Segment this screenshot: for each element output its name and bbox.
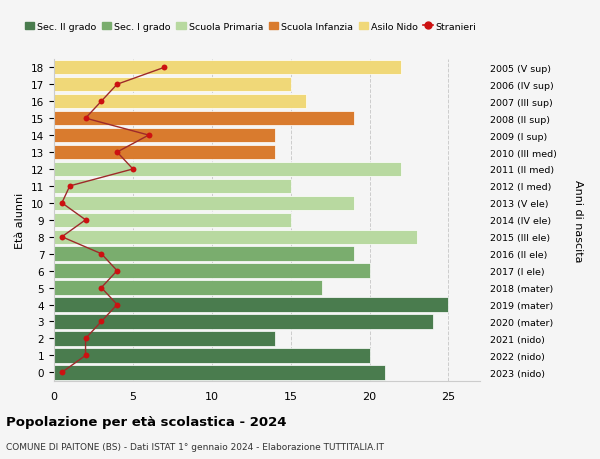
Y-axis label: Anni di nascita: Anni di nascita [573, 179, 583, 262]
Legend: Sec. II grado, Sec. I grado, Scuola Primaria, Scuola Infanzia, Asilo Nido, Stran: Sec. II grado, Sec. I grado, Scuola Prim… [25, 22, 476, 32]
Point [81, 217, 91, 224]
Bar [54, 230, 417, 244]
Bar [54, 179, 290, 194]
Point [97, 318, 106, 325]
Bar [54, 298, 448, 312]
Point [144, 132, 154, 140]
Bar [54, 129, 275, 143]
Point [112, 81, 122, 89]
Point [97, 98, 106, 106]
Point [128, 166, 137, 173]
Point [97, 251, 106, 258]
Bar [54, 162, 401, 177]
Bar [54, 95, 307, 109]
Point [160, 64, 169, 72]
Point [81, 115, 91, 123]
Bar [54, 314, 433, 329]
Point [97, 284, 106, 291]
Point [57, 369, 67, 376]
Bar [54, 365, 385, 380]
Point [81, 352, 91, 359]
Point [112, 301, 122, 308]
Point [65, 183, 74, 190]
Point [81, 335, 91, 342]
Bar [54, 348, 370, 363]
Bar [54, 281, 322, 295]
Bar [54, 78, 290, 92]
Bar [54, 213, 290, 228]
Bar [54, 61, 401, 75]
Y-axis label: Età alunni: Età alunni [16, 192, 25, 248]
Point [112, 149, 122, 157]
Point [57, 200, 67, 207]
Bar [54, 112, 354, 126]
Bar [54, 146, 275, 160]
Bar [54, 331, 275, 346]
Bar [54, 196, 354, 211]
Bar [54, 264, 370, 278]
Point [57, 234, 67, 241]
Bar [54, 247, 354, 261]
Text: COMUNE DI PAITONE (BS) - Dati ISTAT 1° gennaio 2024 - Elaborazione TUTTITALIA.IT: COMUNE DI PAITONE (BS) - Dati ISTAT 1° g… [6, 442, 384, 451]
Point [112, 268, 122, 275]
Text: Popolazione per età scolastica - 2024: Popolazione per età scolastica - 2024 [6, 415, 287, 428]
